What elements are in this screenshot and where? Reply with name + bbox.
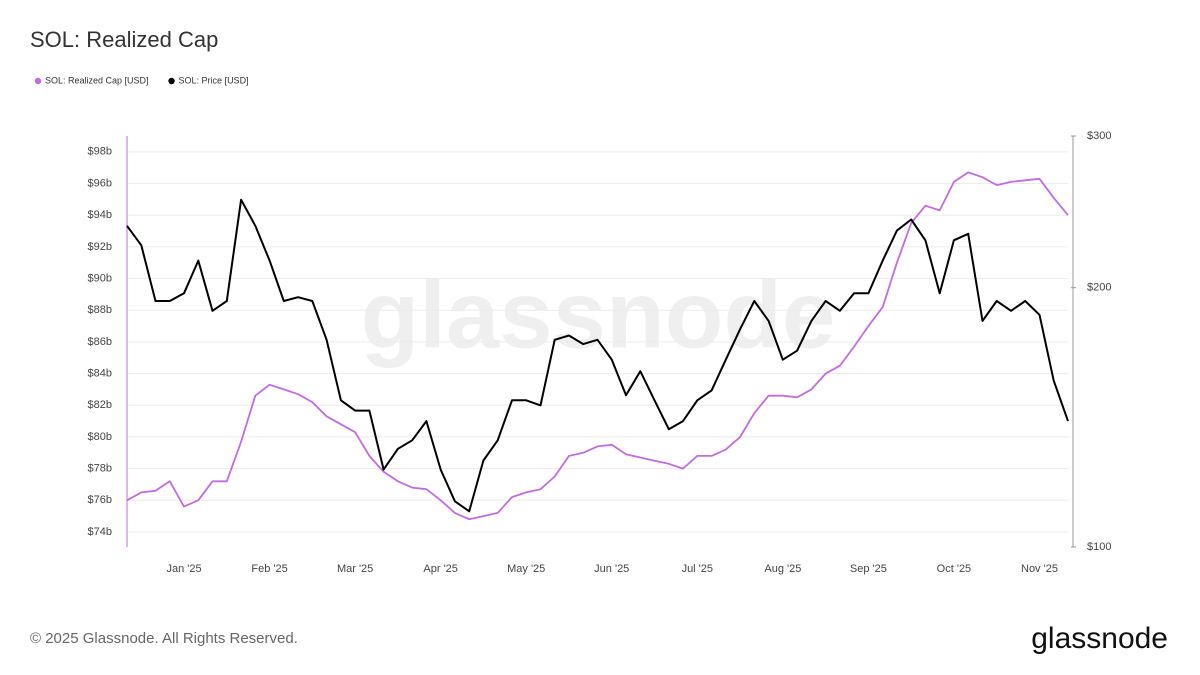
y-tick-label: $98b: [88, 146, 112, 158]
x-tick-label: Jun '25: [594, 563, 629, 575]
watermark: glassnode: [361, 261, 836, 368]
legend-label: SOL: Price [USD]: [179, 75, 249, 85]
x-tick-label: Jul '25: [682, 563, 713, 575]
y2-tick-label: $200: [1087, 282, 1111, 294]
chart-title: SOL: Realized Cap: [30, 27, 218, 52]
y-tick-label: $94b: [88, 209, 112, 221]
y-tick-label: $82b: [88, 399, 112, 411]
x-tick-label: Jan '25: [166, 563, 201, 575]
y2-tick-label: $100: [1087, 541, 1111, 553]
legend-marker: [168, 77, 175, 85]
x-tick-label: Oct '25: [937, 563, 972, 575]
x-tick-label: May '25: [507, 563, 545, 575]
y-tick-label: $88b: [88, 304, 112, 316]
y-tick-label: $92b: [88, 241, 112, 253]
legend-label: SOL: Realized Cap [USD]: [45, 75, 149, 85]
x-tick-label: Nov '25: [1021, 563, 1058, 575]
series-line: [126, 171, 1069, 521]
y-tick-label: $86b: [88, 336, 112, 348]
x-tick-label: Apr '25: [423, 563, 458, 575]
y-tick-label: $78b: [88, 463, 112, 475]
x-tick-label: Mar '25: [337, 563, 373, 575]
x-tick-label: Feb '25: [251, 563, 287, 575]
y-tick-label: $84b: [88, 367, 112, 379]
y2-tick-label: $300: [1087, 130, 1111, 142]
x-tick-label: Aug '25: [764, 563, 801, 575]
y-tick-label: $90b: [88, 272, 112, 284]
y-tick-label: $74b: [88, 526, 112, 538]
footer: © 2025 Glassnode. All Rights Reserved.: [30, 630, 298, 647]
series-line: [126, 198, 1069, 513]
y-tick-label: $80b: [88, 431, 112, 443]
legend-marker: [34, 77, 42, 85]
logo: glassnode: [1031, 622, 1168, 655]
y-tick-label: $96b: [88, 177, 112, 189]
y-tick-label: $76b: [88, 494, 112, 506]
x-tick-label: Sep '25: [850, 563, 887, 575]
